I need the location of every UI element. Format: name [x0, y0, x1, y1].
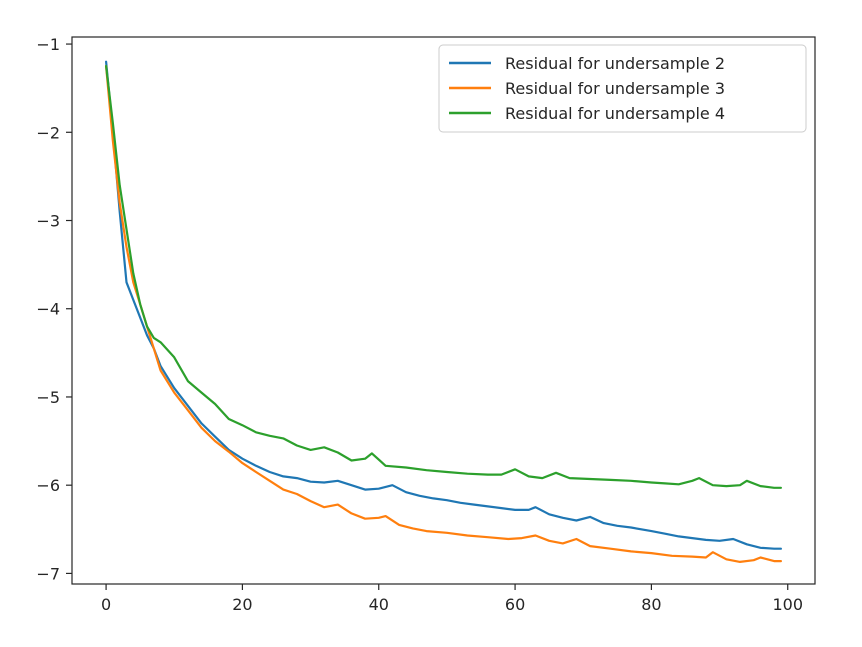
y-axis: −1 −2 −3 −4 −5 −6 −7 [36, 35, 72, 583]
legend-label-1: Residual for undersample 2 [505, 54, 725, 73]
y-tick-label: −1 [36, 35, 60, 54]
y-tick-label: −5 [36, 388, 60, 407]
x-axis: 0 20 40 60 80 100 [101, 584, 803, 614]
legend: Residual for undersample 2 Residual for u… [438, 44, 807, 133]
y-tick-label: −4 [36, 300, 60, 319]
x-tick-label: 40 [369, 595, 389, 614]
y-tick-label: −7 [36, 564, 60, 583]
legend-label-3: Residual for undersample 4 [505, 104, 725, 123]
x-tick-label: 60 [505, 595, 525, 614]
legend-box [438, 44, 807, 133]
y-tick-label: −6 [36, 476, 60, 495]
x-tick-label: 80 [641, 595, 661, 614]
x-tick-label: 0 [101, 595, 111, 614]
plot-lines [105, 60, 782, 563]
plot-frame [71, 36, 816, 585]
x-tick-label: 100 [772, 595, 803, 614]
series-line-3 [105, 65, 782, 489]
x-tick-label: 20 [232, 595, 252, 614]
y-tick-label: −3 [36, 212, 60, 231]
legend-label-2: Residual for undersample 3 [505, 79, 725, 98]
series-line-1 [105, 60, 782, 550]
series-line-2 [105, 65, 782, 563]
y-tick-label: −2 [36, 123, 60, 142]
